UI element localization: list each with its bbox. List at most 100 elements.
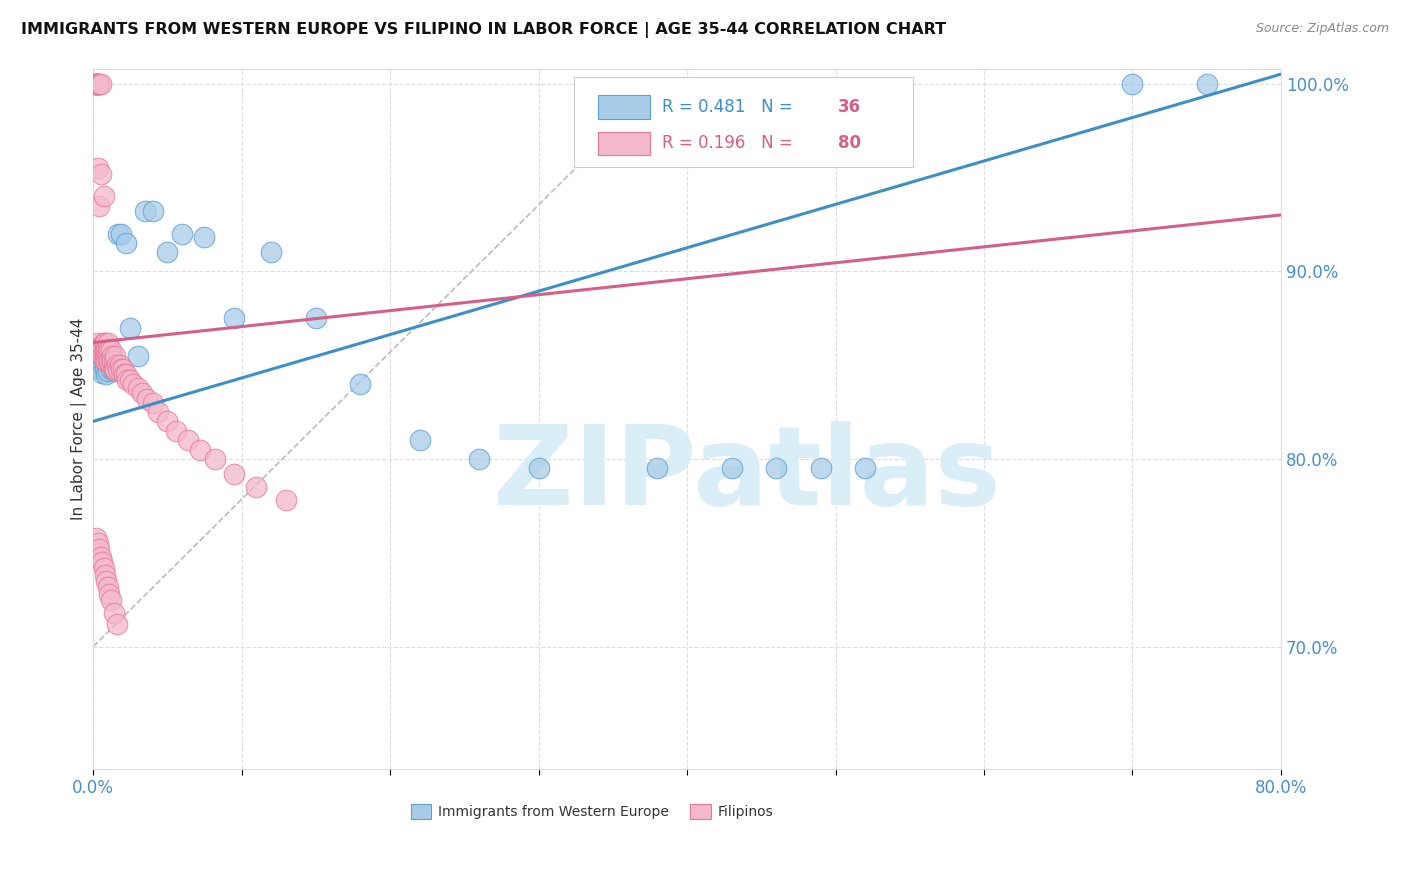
Point (141, 204, 163, 219)
Point (104, 361, 127, 376)
Point (83, 77, 105, 91)
Point (103, 364, 125, 378)
Y-axis label: In Labor Force | Age 35-44: In Labor Force | Age 35-44 (72, 318, 87, 520)
Point (117, 373, 139, 387)
Point (204, 451, 226, 466)
Text: Source: ZipAtlas.com: Source: ZipAtlas.com (1256, 22, 1389, 36)
Point (101, 349, 124, 363)
Point (120, 373, 142, 387)
Point (104, 361, 127, 376)
Point (91, 343, 114, 357)
Point (87, 198, 110, 212)
Point (83, 77, 105, 91)
Point (127, 349, 149, 363)
Point (86, 77, 108, 91)
Point (93, 349, 115, 363)
Point (156, 414, 179, 428)
Point (188, 442, 211, 457)
Point (97, 349, 120, 363)
Point (100, 354, 122, 368)
Point (305, 311, 328, 326)
Point (84, 77, 107, 91)
Point (105, 358, 128, 372)
Point (1121, 77, 1143, 91)
Point (97, 364, 120, 378)
Point (224, 311, 246, 326)
Point (97, 335, 120, 350)
Legend: Immigrants from Western Europe, Filipinos: Immigrants from Western Europe, Filipino… (405, 798, 779, 825)
Point (84, 77, 107, 91)
Text: 36: 36 (838, 98, 860, 116)
Point (94, 361, 117, 376)
Point (94, 349, 117, 363)
Point (98, 354, 121, 368)
Point (101, 354, 124, 368)
Point (93, 189, 115, 203)
Point (112, 368, 135, 382)
Point (409, 433, 432, 447)
Point (110, 361, 132, 376)
Point (141, 395, 163, 409)
Point (103, 361, 125, 376)
Point (100, 592, 122, 607)
Point (91, 366, 114, 380)
FancyBboxPatch shape (598, 131, 650, 155)
Point (107, 227, 129, 241)
Point (84, 531, 107, 545)
Point (114, 368, 136, 382)
Point (96, 368, 118, 382)
Point (853, 461, 876, 475)
Point (260, 245, 283, 260)
Text: R = 0.196   N =: R = 0.196 N = (662, 135, 799, 153)
Point (86, 335, 108, 350)
Point (93, 561, 115, 575)
Point (90, 343, 112, 357)
Point (90, 361, 112, 376)
Point (98, 343, 121, 357)
FancyBboxPatch shape (598, 95, 650, 119)
Point (110, 227, 132, 241)
Point (148, 405, 170, 419)
Point (91, 349, 114, 363)
Text: IMMIGRANTS FROM WESTERN EUROPE VS FILIPINO IN LABOR FORCE | AGE 35-44 CORRELATIO: IMMIGRANTS FROM WESTERN EUROPE VS FILIPI… (21, 22, 946, 38)
Point (94, 354, 117, 368)
Point (105, 617, 128, 632)
Point (1195, 77, 1218, 91)
Point (98, 354, 121, 368)
Point (165, 424, 187, 438)
Point (245, 480, 267, 494)
Text: ZIPatlas: ZIPatlas (492, 421, 1000, 528)
Point (90, 167, 112, 181)
Point (103, 606, 125, 620)
Point (468, 451, 491, 466)
Point (90, 77, 112, 91)
Point (134, 204, 156, 219)
Point (108, 358, 131, 372)
Point (91, 339, 114, 353)
Point (120, 320, 142, 334)
Point (349, 376, 371, 391)
Point (97, 354, 120, 368)
Point (276, 493, 298, 508)
Point (224, 467, 246, 481)
Point (107, 361, 129, 376)
Point (97, 580, 120, 594)
Text: R = 0.481   N =: R = 0.481 N = (662, 98, 799, 116)
Point (84, 77, 107, 91)
Point (156, 245, 179, 260)
Point (193, 230, 215, 244)
Point (86, 77, 108, 91)
Point (96, 354, 118, 368)
Point (100, 343, 122, 357)
Point (103, 354, 125, 368)
Point (114, 236, 136, 251)
Point (91, 555, 114, 569)
Point (131, 386, 153, 401)
Point (90, 339, 112, 353)
Point (98, 587, 121, 601)
Point (86, 358, 108, 372)
Point (135, 392, 157, 406)
Point (84, 77, 107, 91)
Point (765, 461, 787, 475)
Point (94, 343, 117, 357)
